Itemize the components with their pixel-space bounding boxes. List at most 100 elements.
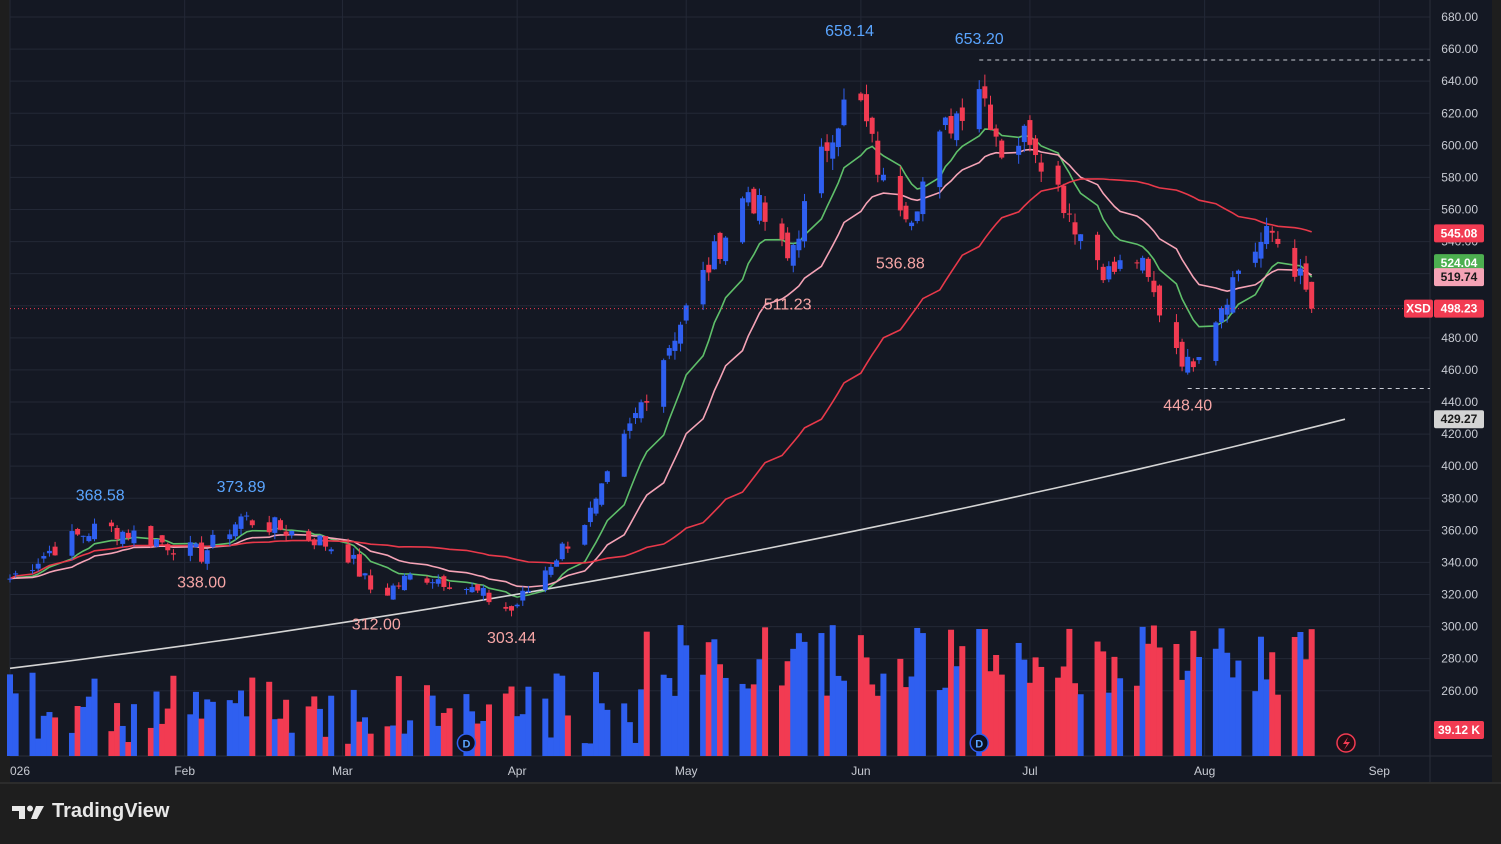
- volume-bar: [29, 672, 36, 756]
- candles: [7, 74, 1315, 617]
- price-tick-label: 640.00: [1441, 74, 1478, 88]
- candle: [717, 231, 723, 264]
- candle: [108, 519, 114, 533]
- candle: [390, 583, 396, 600]
- volume-bar: [249, 677, 256, 756]
- volume-bar: [485, 704, 492, 756]
- candle-body: [396, 585, 402, 587]
- candle: [272, 516, 278, 540]
- candle-body: [41, 556, 47, 559]
- volume-bar: [1100, 651, 1107, 756]
- candle: [69, 524, 75, 561]
- candle: [942, 116, 948, 131]
- candle: [368, 569, 374, 594]
- candle: [148, 525, 154, 549]
- volume-bar: [632, 742, 639, 756]
- candle: [959, 98, 965, 131]
- price-tick-label: 480.00: [1441, 331, 1478, 345]
- volume-bar: [52, 717, 59, 756]
- volume-bar: [469, 711, 476, 756]
- volume-bar: [824, 695, 831, 756]
- candle: [311, 537, 317, 550]
- volume-bar: [1105, 692, 1112, 756]
- volume-bar: [305, 706, 312, 756]
- volume-bar: [547, 737, 554, 756]
- candle-body: [30, 570, 36, 572]
- candle: [114, 525, 120, 546]
- price-tick-label: 320.00: [1441, 588, 1478, 602]
- candle: [785, 227, 791, 261]
- candle: [993, 124, 999, 147]
- candle-body: [193, 543, 199, 548]
- volume-bar: [125, 742, 132, 756]
- volume-bars: [7, 625, 1315, 756]
- candle: [125, 529, 131, 541]
- candle: [779, 218, 785, 247]
- volume-bar: [35, 738, 42, 756]
- candle-body: [277, 520, 283, 530]
- candle-body: [1095, 234, 1101, 261]
- volume-bar: [1055, 677, 1062, 756]
- volume-bar: [1139, 626, 1146, 756]
- candle: [323, 536, 329, 551]
- candle: [632, 407, 638, 424]
- candle-body: [976, 89, 982, 130]
- candle-body: [447, 587, 453, 589]
- candle-body: [706, 264, 712, 273]
- candle: [542, 566, 548, 593]
- volume-bar: [919, 633, 926, 756]
- candle-body: [1072, 222, 1078, 235]
- candle-body: [1190, 361, 1196, 368]
- candle-body: [937, 131, 943, 188]
- volume-bar: [801, 641, 808, 756]
- candle: [1196, 356, 1202, 364]
- volume-bar: [435, 725, 442, 756]
- candle-body: [1185, 356, 1191, 373]
- volume-bar: [232, 703, 239, 756]
- candle-body: [587, 507, 593, 523]
- volume-bar: [1218, 628, 1225, 756]
- candle: [644, 394, 650, 411]
- ma-green-value-tag: 524.04: [1434, 254, 1484, 273]
- candle-body: [909, 222, 915, 227]
- time-tick-label: May: [675, 764, 698, 778]
- candle-body: [187, 542, 193, 556]
- volume-bar: [762, 627, 769, 756]
- dividend-event-icon[interactable]: D: [969, 733, 989, 753]
- candle-body: [503, 606, 509, 609]
- candle-body: [1033, 138, 1039, 156]
- candle: [683, 303, 689, 324]
- candle: [351, 548, 357, 565]
- candle-body: [1134, 262, 1140, 264]
- candle-body: [306, 531, 312, 541]
- earnings-event-icon[interactable]: [1336, 733, 1356, 753]
- candle-body: [165, 544, 171, 551]
- candle-body: [1235, 270, 1241, 274]
- candle: [554, 558, 560, 567]
- candle: [227, 529, 233, 546]
- candle-body: [114, 528, 120, 540]
- dividend-event-icon[interactable]: D: [456, 733, 477, 753]
- price-tick-label: 380.00: [1441, 491, 1478, 505]
- candle-body: [762, 202, 768, 222]
- volume-bar: [1015, 642, 1022, 756]
- candle-body: [356, 554, 362, 577]
- candle-body: [407, 574, 413, 580]
- candle: [1106, 261, 1112, 283]
- candle-body: [1055, 165, 1061, 185]
- brand[interactable]: TradingView: [12, 800, 169, 823]
- price-tick-label: 400.00: [1441, 459, 1478, 473]
- candle-body: [1303, 263, 1309, 290]
- candle-body: [108, 522, 114, 527]
- volume-bar: [209, 701, 216, 756]
- candle: [869, 116, 875, 143]
- candle: [385, 583, 391, 596]
- candle-body: [802, 201, 808, 242]
- volume-bar: [1179, 679, 1186, 756]
- svg-text:D: D: [462, 739, 470, 751]
- candle-body: [514, 604, 520, 607]
- volume-bar: [1173, 643, 1180, 756]
- candle-body: [430, 582, 436, 584]
- volume-bar: [367, 733, 374, 756]
